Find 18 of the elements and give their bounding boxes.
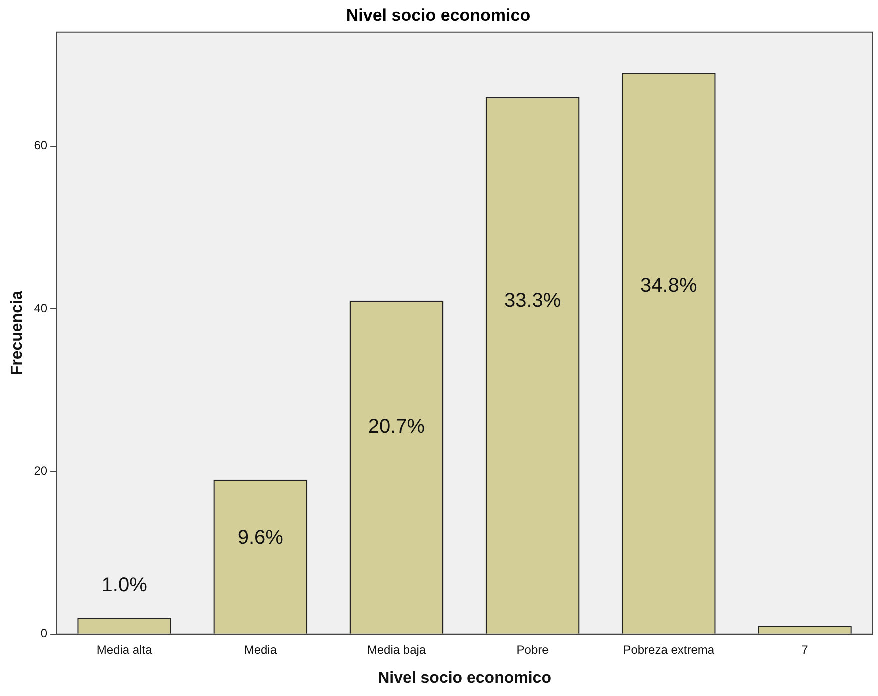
x-tick-label: Media alta [96, 642, 153, 657]
x-tick-label: Pobre [516, 642, 550, 657]
annotation: 34.8% [640, 274, 698, 297]
y-tick-label: 0 [40, 626, 48, 641]
y-tick-label: 60 [34, 138, 48, 153]
x-tick-label: Pobreza extrema [623, 642, 715, 657]
x-tick-label: 7 [802, 642, 809, 657]
y-tick-label: 40 [34, 301, 48, 316]
annotation: 20.7% [368, 416, 426, 438]
chart-title: Nivel socio economico [346, 6, 531, 25]
x-axis-title: Nivel socio economico [378, 670, 552, 687]
annotation: 1.0% [102, 574, 148, 597]
annotation: 9.6% [238, 527, 284, 550]
annotation: 33.3% [504, 290, 562, 312]
x-tick-label: Media [244, 642, 278, 657]
y-tick-label: 20 [34, 464, 48, 478]
y-axis-title: Frecuencia [9, 291, 26, 376]
x-tick-label: Media baja [367, 642, 426, 657]
